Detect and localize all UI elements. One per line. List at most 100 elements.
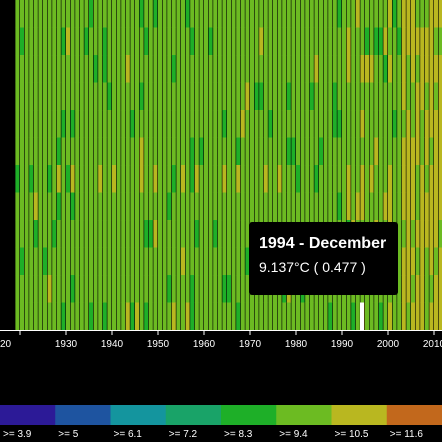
heatmap-cell[interactable] [342, 0, 346, 28]
heatmap-cell[interactable] [424, 247, 429, 276]
heatmap-cell[interactable] [383, 27, 388, 56]
heatmap-cell[interactable] [61, 82, 66, 111]
heatmap-cell[interactable] [208, 55, 213, 83]
heatmap-cell[interactable] [268, 192, 273, 221]
heatmap-cell[interactable] [374, 0, 379, 28]
heatmap-cell[interactable] [167, 0, 172, 28]
heatmap-cell[interactable] [342, 82, 346, 111]
heatmap-cell[interactable] [153, 27, 158, 56]
heatmap-cell[interactable] [365, 165, 369, 193]
heatmap-cell[interactable] [47, 110, 52, 138]
heatmap-cell[interactable] [167, 27, 172, 56]
heatmap-cell[interactable] [323, 302, 328, 331]
heatmap-cell[interactable] [314, 82, 319, 111]
heatmap-cell[interactable] [213, 220, 218, 248]
heatmap-cell[interactable] [75, 55, 80, 83]
heatmap-cell[interactable] [286, 27, 291, 56]
heatmap-cell[interactable] [277, 82, 282, 111]
heatmap-cell[interactable] [213, 27, 218, 56]
heatmap-cell[interactable] [369, 82, 374, 111]
heatmap-cell[interactable] [383, 55, 388, 83]
heatmap-cell[interactable] [43, 247, 47, 276]
heatmap-cell[interactable] [162, 0, 167, 28]
highlighted-cell[interactable] [360, 302, 364, 331]
heatmap-cell[interactable] [217, 302, 222, 331]
heatmap-cell[interactable] [167, 192, 172, 221]
heatmap-cell[interactable] [15, 55, 20, 83]
heatmap-cell[interactable] [93, 275, 98, 303]
heatmap-cell[interactable] [360, 165, 365, 193]
heatmap-cell[interactable] [420, 302, 425, 331]
heatmap-cell[interactable] [89, 82, 93, 111]
heatmap-cell[interactable] [438, 302, 442, 331]
heatmap-cell[interactable] [20, 220, 24, 248]
heatmap-cell[interactable] [15, 275, 20, 303]
heatmap-cell[interactable] [194, 27, 199, 56]
heatmap-cell[interactable] [332, 302, 337, 331]
heatmap-cell[interactable] [61, 27, 66, 56]
heatmap-cell[interactable] [342, 165, 346, 193]
heatmap-cell[interactable] [176, 82, 181, 111]
heatmap-cell[interactable] [153, 82, 158, 111]
heatmap-cell[interactable] [319, 55, 323, 83]
heatmap-cell[interactable] [125, 82, 130, 111]
heatmap-cell[interactable] [185, 55, 190, 83]
heatmap-cell[interactable] [286, 110, 291, 138]
heatmap-cell[interactable] [286, 0, 291, 28]
heatmap-cell[interactable] [181, 302, 185, 331]
heatmap-cell[interactable] [406, 55, 411, 83]
heatmap-cell[interactable] [33, 82, 38, 111]
heatmap-cell[interactable] [148, 275, 153, 303]
heatmap-cell[interactable] [227, 137, 231, 166]
heatmap-cell[interactable] [116, 0, 121, 28]
heatmap-cell[interactable] [245, 275, 250, 303]
heatmap-cell[interactable] [107, 82, 112, 111]
heatmap-cell[interactable] [434, 220, 438, 248]
heatmap-cell[interactable] [208, 220, 213, 248]
heatmap-cell[interactable] [153, 137, 158, 166]
heatmap-cell[interactable] [194, 110, 199, 138]
heatmap-cell[interactable] [208, 192, 213, 221]
heatmap-cell[interactable] [222, 165, 227, 193]
heatmap-cell[interactable] [70, 247, 75, 276]
heatmap-cell[interactable] [52, 137, 57, 166]
heatmap-cell[interactable] [144, 192, 149, 221]
heatmap-cell[interactable] [406, 137, 411, 166]
heatmap-cell[interactable] [397, 247, 402, 276]
heatmap-cell[interactable] [204, 27, 208, 56]
heatmap-cell[interactable] [420, 0, 425, 28]
heatmap-cell[interactable] [38, 302, 43, 331]
heatmap-cell[interactable] [323, 55, 328, 83]
heatmap-cell[interactable] [61, 137, 66, 166]
heatmap-cell[interactable] [217, 110, 222, 138]
heatmap-cell[interactable] [314, 110, 319, 138]
heatmap-cell[interactable] [420, 165, 425, 193]
heatmap-cell[interactable] [190, 192, 195, 221]
heatmap-cell[interactable] [116, 275, 121, 303]
heatmap-cell[interactable] [56, 302, 61, 331]
heatmap-cell[interactable] [208, 27, 213, 56]
heatmap-cell[interactable] [112, 192, 116, 221]
heatmap-cell[interactable] [204, 137, 208, 166]
heatmap-cell[interactable] [185, 302, 190, 331]
heatmap-cell[interactable] [84, 82, 89, 111]
heatmap-cell[interactable] [420, 82, 425, 111]
heatmap-cell[interactable] [360, 137, 365, 166]
heatmap-cell[interactable] [365, 0, 369, 28]
heatmap-cell[interactable] [29, 0, 34, 28]
heatmap-cell[interactable] [434, 247, 438, 276]
heatmap-cell[interactable] [171, 220, 176, 248]
heatmap-cell[interactable] [162, 192, 167, 221]
heatmap-cell[interactable] [388, 0, 392, 28]
heatmap-cell[interactable] [397, 0, 402, 28]
heatmap-cell[interactable] [47, 220, 52, 248]
heatmap-cell[interactable] [305, 82, 310, 111]
heatmap-cell[interactable] [415, 110, 420, 138]
heatmap-cell[interactable] [79, 55, 84, 83]
heatmap-cell[interactable] [434, 110, 438, 138]
heatmap-cell[interactable] [107, 137, 112, 166]
heatmap-cell[interactable] [429, 55, 434, 83]
heatmap-cell[interactable] [116, 247, 121, 276]
heatmap-cell[interactable] [121, 0, 126, 28]
heatmap-cell[interactable] [185, 0, 190, 28]
